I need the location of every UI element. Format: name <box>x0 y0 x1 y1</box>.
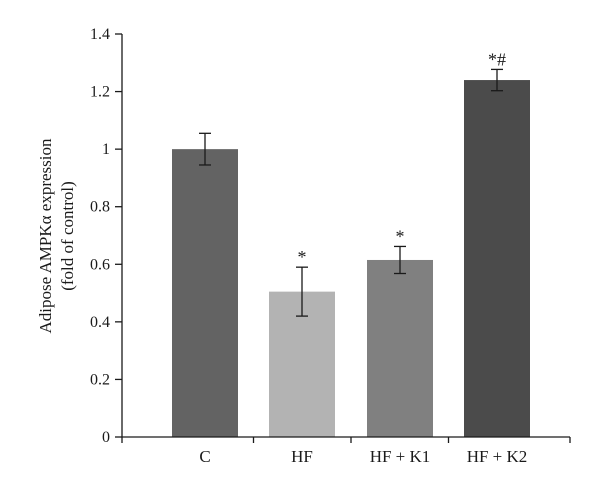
bar-hf-k1 <box>367 259 433 437</box>
y-tick-label: 0 <box>102 429 110 446</box>
y-axis-title-line-2: (fold of control) <box>58 181 77 291</box>
y-tick-label: 1.4 <box>90 26 110 43</box>
significance-label: *# <box>488 49 506 69</box>
y-tick-label: 0.8 <box>90 199 110 216</box>
bars-group <box>172 80 530 438</box>
bar-c <box>172 149 238 437</box>
error-bar <box>491 68 503 92</box>
y-tick-label: 1.2 <box>90 84 110 101</box>
y-axis-title: Adipose AMPKα expression (fold of contro… <box>36 138 77 333</box>
y-tick-label: 0.2 <box>90 371 110 388</box>
y-tick-label: 1 <box>102 141 110 158</box>
significance-label: * <box>396 226 405 246</box>
x-labels-group: C HF HF + K1 HF + K2 <box>121 437 571 466</box>
y-tick-label: 0.6 <box>90 256 110 273</box>
x-category-label: HF + K1 <box>370 447 431 466</box>
x-category-label: HF <box>291 447 313 466</box>
x-category-label: HF + K2 <box>467 447 528 466</box>
significance-group: * * *# <box>298 49 507 267</box>
error-bar <box>199 132 211 166</box>
y-axis-title-line-1: Adipose AMPKα expression <box>36 138 55 333</box>
significance-label: * <box>298 247 307 267</box>
error-bar <box>394 245 406 275</box>
axes-group <box>121 34 570 438</box>
bar-hf-k2 <box>464 80 530 438</box>
y-tick-label: 0.4 <box>90 314 110 331</box>
error-bars-group <box>199 68 503 317</box>
y-ticks-group: 0 0.2 0.4 0.6 0.8 1 1.2 1.4 <box>90 26 122 446</box>
x-category-label: C <box>199 447 210 466</box>
error-bar <box>296 266 308 317</box>
